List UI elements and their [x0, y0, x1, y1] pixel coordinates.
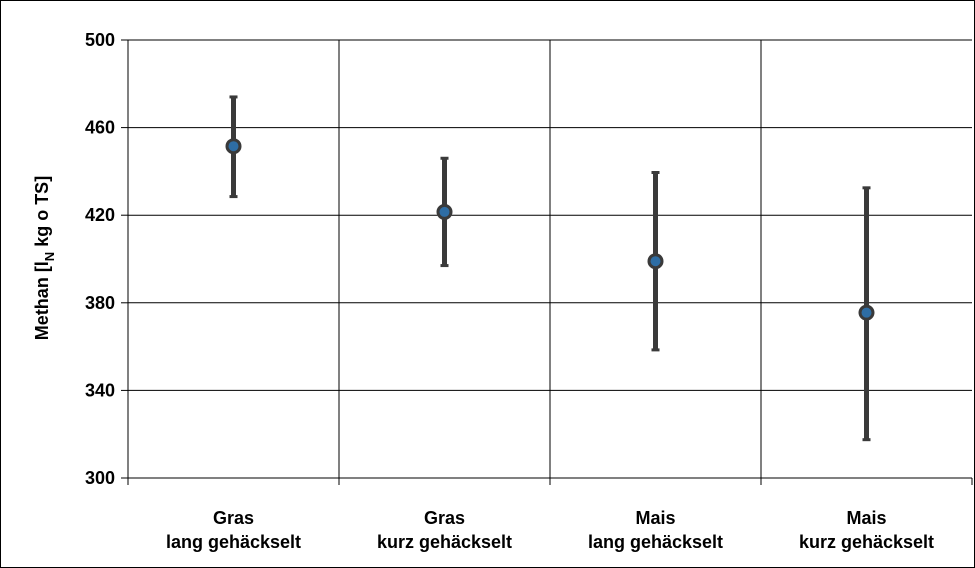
x-category-label: Mais lang gehäckselt [588, 508, 723, 552]
y-tick-label: 380 [85, 293, 115, 313]
x-category-label-line: lang gehäckselt [588, 532, 723, 552]
x-category-label: Gras kurz gehäckselt [377, 508, 512, 552]
y-tick-label: 500 [85, 30, 115, 50]
x-category-label-line: Gras [424, 508, 465, 528]
x-category-label: Mais kurz gehäckselt [799, 508, 934, 552]
data-point [225, 138, 242, 155]
data-points [225, 138, 875, 321]
x-category-label: Gras lang gehäckselt [166, 508, 301, 552]
y-tick-label: 300 [85, 468, 115, 488]
y-axis-label: Methan [lN kg o TS] [32, 176, 57, 340]
grid [127, 39, 973, 485]
x-category-label-line: Mais [846, 508, 886, 528]
y-tick-label: 420 [85, 205, 115, 225]
data-point [647, 253, 664, 270]
x-category-label-line: Mais [635, 508, 675, 528]
x-category-label-line: Gras [213, 508, 254, 528]
x-category-label-line: kurz gehäckselt [799, 532, 934, 552]
x-category-label-line: kurz gehäckselt [377, 532, 512, 552]
data-point [436, 203, 453, 220]
y-tick-label: 340 [85, 380, 115, 400]
y-axis-ticks: 300 340 380 420 460 500 [85, 30, 128, 488]
y-tick-label: 460 [85, 118, 115, 138]
x-category-label-line: lang gehäckselt [166, 532, 301, 552]
data-point [858, 304, 875, 321]
